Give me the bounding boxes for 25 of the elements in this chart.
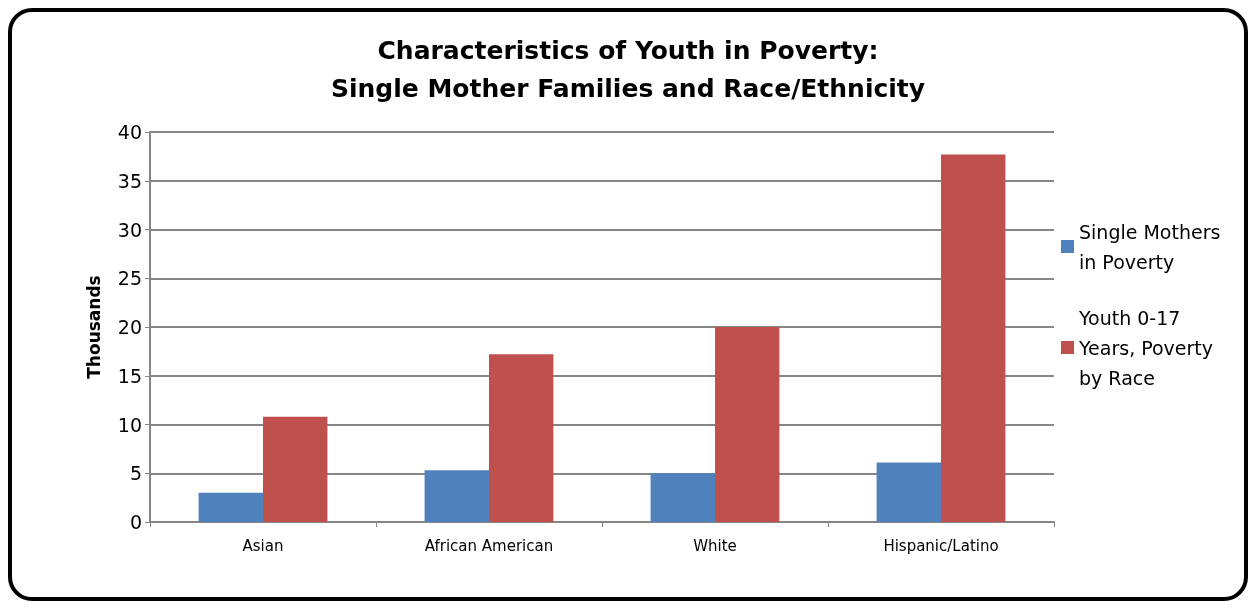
x-tick-label: Asian xyxy=(242,536,284,555)
y-tick-label: 35 xyxy=(117,169,142,192)
bar xyxy=(650,473,715,522)
chart-title: Characteristics of Youth in Poverty: Single Mother Families and Race/Ethnicity xyxy=(330,35,926,103)
x-tick-label: Hispanic/Latino xyxy=(883,536,999,555)
legend-label: Youth 0-17 Years, Poverty by Race xyxy=(1078,306,1220,389)
bar xyxy=(198,492,263,522)
y-tick-label: 10 xyxy=(117,413,142,436)
x-tick-label: African American xyxy=(424,536,554,555)
bar xyxy=(876,462,941,522)
bar xyxy=(715,327,780,522)
y-tick-label: 0 xyxy=(129,511,142,533)
bar xyxy=(263,416,328,522)
y-tick-label: 40 xyxy=(117,121,142,143)
x-tick-label: White xyxy=(693,536,737,555)
y-tick-label: 30 xyxy=(117,218,142,241)
bar xyxy=(424,470,489,522)
y-tick-label: 20 xyxy=(117,316,142,338)
y-tick-label: 5 xyxy=(129,462,142,485)
bar xyxy=(489,354,554,522)
bar xyxy=(941,154,1006,522)
y-axis-title: Thousands xyxy=(83,275,104,379)
y-tick-label: 15 xyxy=(117,364,142,387)
y-tick-label: 25 xyxy=(117,267,142,290)
legend-label: Single Mothers in Poverty xyxy=(1079,220,1227,273)
